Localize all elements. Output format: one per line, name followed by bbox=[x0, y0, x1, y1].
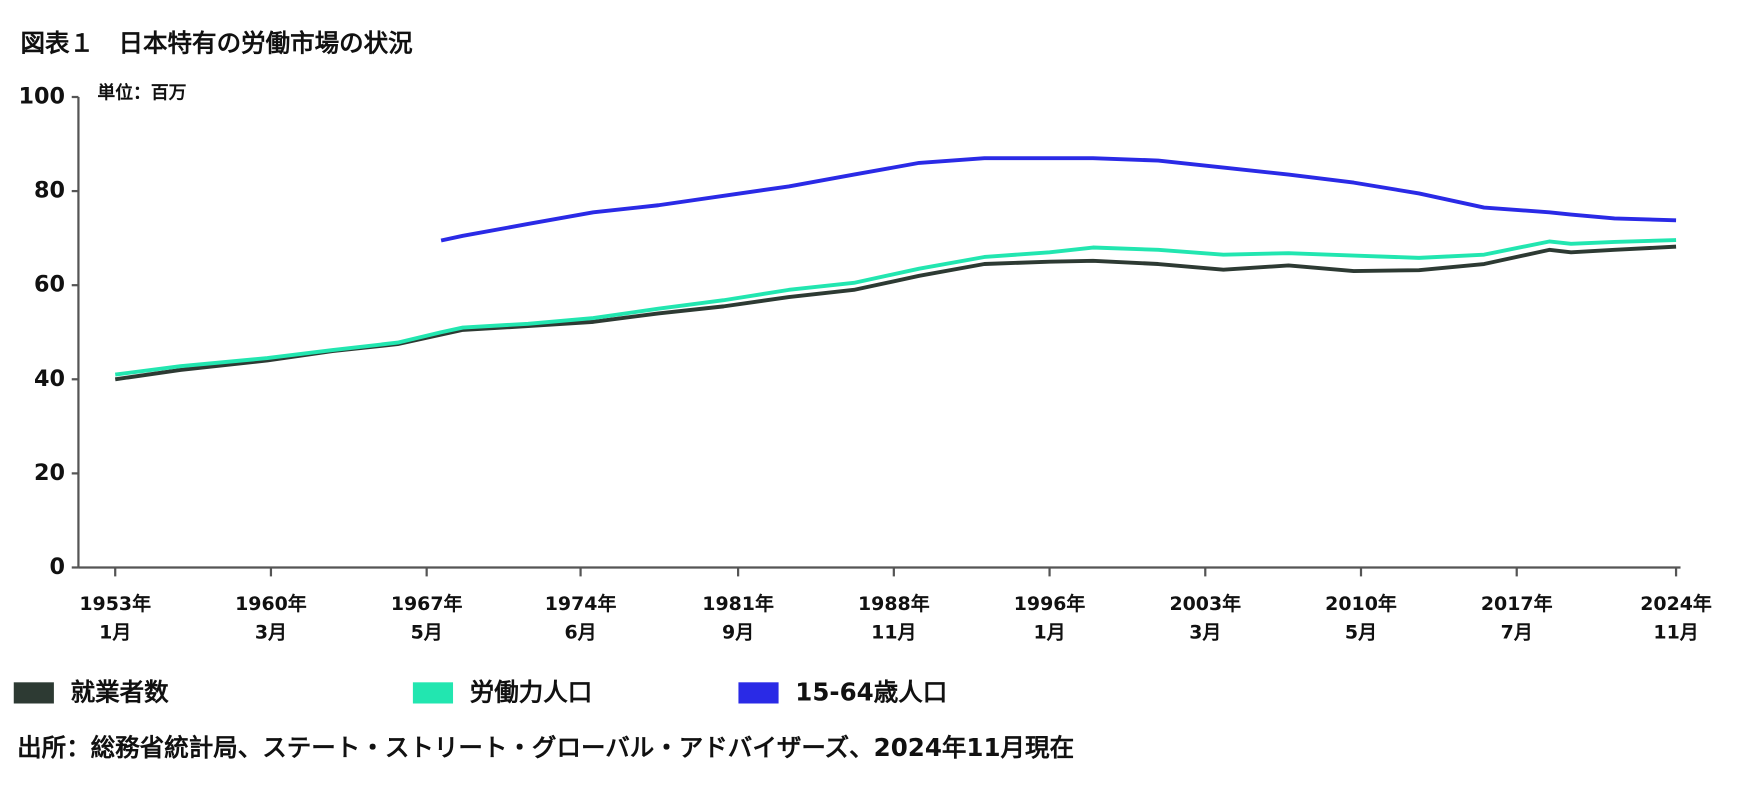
y-tick-label: 40 bbox=[34, 366, 65, 392]
y-tick-label: 80 bbox=[34, 178, 65, 204]
x-tick-label: 1988年 bbox=[858, 592, 930, 615]
x-tick-label: 1960年 bbox=[235, 592, 307, 615]
x-tick-label: 5月 bbox=[1345, 622, 1377, 644]
x-tick-label: 1981年 bbox=[702, 592, 774, 615]
x-tick-label: 1996年 bbox=[1014, 592, 1086, 615]
x-tick-label: 2017年 bbox=[1481, 592, 1553, 615]
series-line bbox=[114, 244, 1677, 382]
x-tick-label: 5月 bbox=[411, 622, 443, 644]
source-note: 出所：総務省統計局、ステート・ストリート・グローバル・アドバイザーズ、2024年… bbox=[17, 733, 1074, 762]
series-line bbox=[114, 238, 1677, 377]
x-tick-label: 3月 bbox=[1189, 622, 1221, 644]
y-unit-label: 単位：百万 bbox=[97, 82, 186, 104]
series-line bbox=[440, 156, 1677, 243]
x-tick-label: 6月 bbox=[565, 622, 597, 644]
x-tick-label: 11月 bbox=[871, 622, 916, 644]
x-tick-label: 2003年 bbox=[1169, 592, 1241, 615]
x-tick-label: 1月 bbox=[1033, 622, 1065, 644]
x-tick-label: 1953年 bbox=[79, 592, 151, 615]
chart-title: 図表１ 日本特有の労働市場の状況 bbox=[20, 29, 413, 58]
legend-swatch bbox=[412, 682, 454, 704]
y-tick-label: 20 bbox=[34, 460, 65, 486]
x-tick-label: 9月 bbox=[722, 622, 754, 644]
legend-label: 労働力人口 bbox=[470, 677, 593, 706]
y-tick-label: 100 bbox=[19, 83, 66, 109]
legend-swatch bbox=[13, 682, 54, 704]
x-tick-label: 1967年 bbox=[391, 592, 463, 615]
x-tick-label: 2024年 bbox=[1640, 592, 1712, 615]
y-tick-label: 0 bbox=[50, 554, 66, 580]
legend-label: 就業者数 bbox=[71, 677, 170, 706]
legend-label: 15-64歳人口 bbox=[795, 677, 947, 706]
legend-swatch bbox=[738, 682, 779, 704]
x-tick-label: 11月 bbox=[1653, 622, 1698, 644]
y-tick-label: 60 bbox=[34, 272, 65, 298]
x-tick-label: 2010年 bbox=[1325, 592, 1397, 615]
x-tick-label: 1月 bbox=[99, 622, 131, 644]
x-tick-label: 7月 bbox=[1501, 622, 1533, 644]
x-tick-label: 3月 bbox=[255, 622, 287, 644]
x-tick-label: 1974年 bbox=[545, 592, 617, 615]
